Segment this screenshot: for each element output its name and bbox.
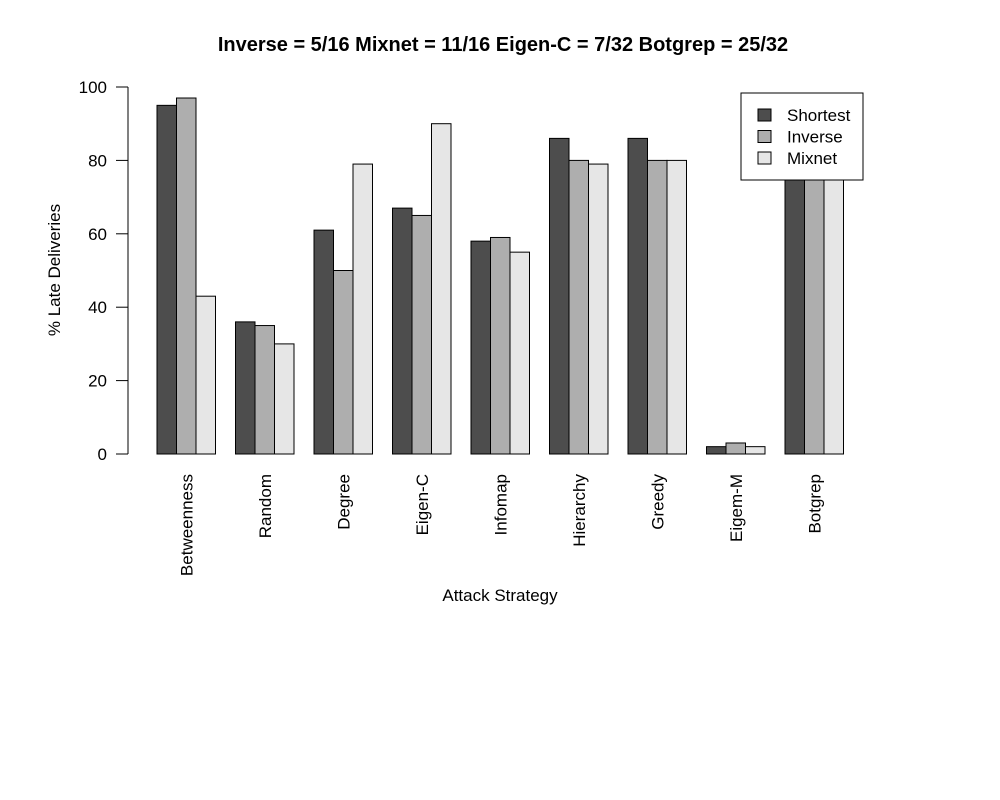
bar-shortest-degree	[313, 229, 334, 455]
y-axis: 0 20 40 60 80 100	[79, 78, 129, 464]
bars-group	[156, 97, 844, 455]
bar-mixnet-degree	[352, 163, 373, 455]
x-tick-labels: Betweenness Random Degree Eigen-C Infomap Hie…	[177, 474, 824, 577]
bar-inverse-eigen-c	[411, 214, 432, 455]
x-tick-label: Betweenness	[177, 474, 196, 576]
y-tick-label: 40	[88, 298, 107, 317]
bar-shortest-betweenness	[156, 104, 177, 455]
y-tick-label: 100	[79, 78, 107, 97]
bar-shortest-infomap	[470, 240, 491, 455]
y-tick-label: 20	[88, 372, 107, 391]
bar-mixnet-eigen-c	[431, 123, 452, 455]
bar-inverse-random	[254, 325, 275, 455]
bar-inverse-infomap	[490, 236, 511, 455]
x-tick-label: Degree	[334, 474, 353, 530]
bar-shortest-random	[235, 321, 256, 455]
y-tick-label: 0	[98, 445, 107, 464]
y-tick-label: 80	[88, 151, 107, 170]
bar-mixnet-botgrep	[823, 167, 844, 455]
bar-shortest-eigen-c	[392, 207, 413, 455]
x-tick-label: Botgrep	[805, 474, 824, 534]
bar-inverse-betweenness	[176, 97, 197, 455]
bar-shortest-eigem-m	[706, 446, 727, 455]
bar-mixnet-betweenness	[195, 295, 216, 455]
legend-swatch-inverse	[757, 130, 772, 143]
legend-label-inverse: Inverse	[787, 128, 843, 147]
bar-mixnet-random	[274, 343, 295, 455]
bar-mixnet-infomap	[509, 251, 530, 455]
x-tick-label: Eigen-C	[413, 474, 432, 535]
x-tick-label: Eigem-M	[727, 474, 746, 542]
legend-label-shortest: Shortest	[787, 106, 851, 125]
y-axis-label: % Late Deliveries	[45, 204, 64, 336]
chart-title: Inverse = 5/16 Mixnet = 11/16 Eigen-C = …	[218, 34, 788, 56]
x-tick-label: Random	[256, 474, 275, 538]
x-axis-label: Attack Strategy	[442, 586, 558, 605]
bar-mixnet-greedy	[666, 159, 687, 455]
legend-swatch-mixnet	[757, 151, 772, 165]
bar-shortest-hierarchy	[549, 137, 570, 455]
bar-inverse-eigem-m	[725, 442, 746, 455]
bar-inverse-greedy	[647, 159, 668, 455]
x-tick-label: Greedy	[648, 474, 667, 530]
bar-inverse-degree	[333, 270, 354, 455]
bar-inverse-botgrep	[804, 167, 825, 455]
x-tick-label: Infomap	[491, 474, 510, 535]
bar-shortest-botgrep	[784, 167, 805, 455]
x-tick-label: Hierarchy	[570, 474, 589, 547]
bar-mixnet-hierarchy	[588, 163, 609, 455]
bar-mixnet-eigem-m	[745, 446, 766, 455]
legend-swatch-shortest	[757, 108, 772, 122]
bar-shortest-greedy	[627, 137, 648, 455]
legend: Shortest Inverse Mixnet	[740, 92, 864, 181]
y-tick-label: 60	[88, 225, 107, 244]
bar-inverse-hierarchy	[568, 159, 589, 455]
legend-label-mixnet: Mixnet	[787, 149, 837, 168]
